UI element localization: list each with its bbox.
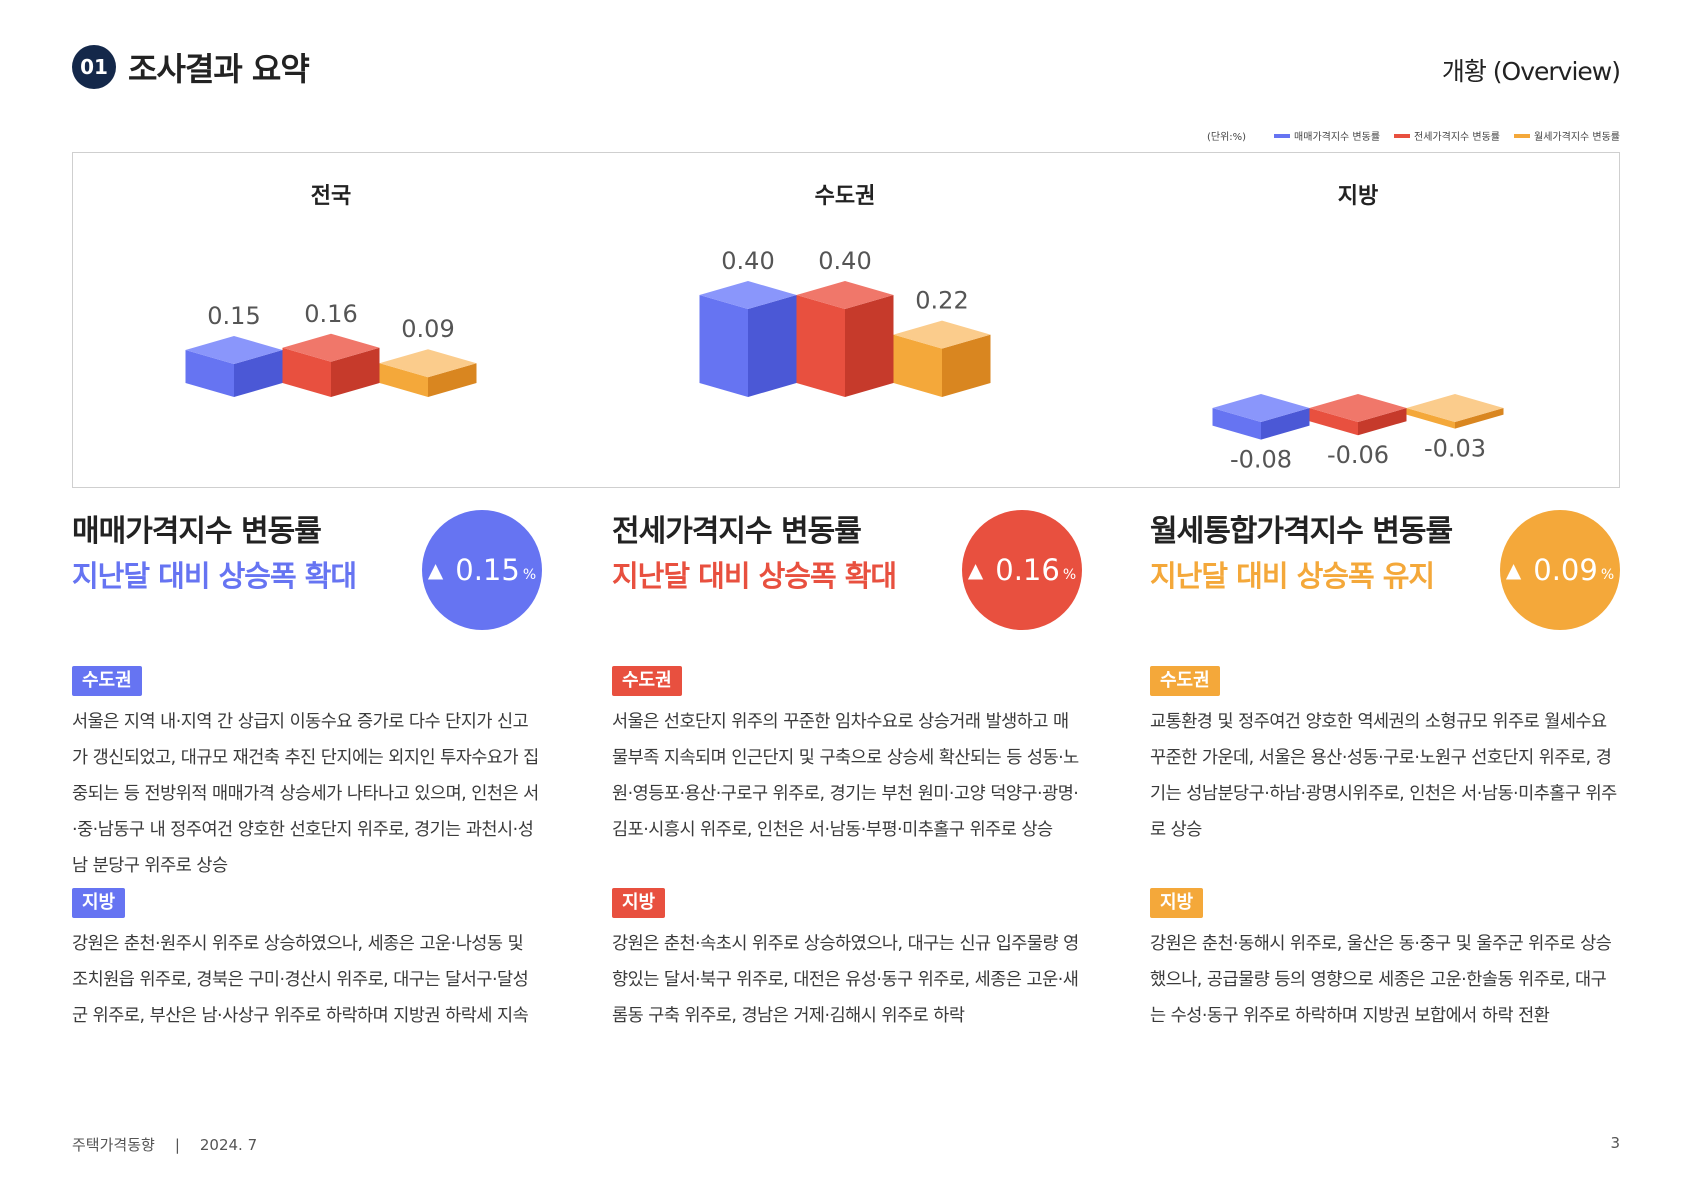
legend-unit: (단위:%) <box>1206 132 1247 143</box>
bar-front-face <box>1309 408 1358 436</box>
bubble-unit: % <box>1062 567 1077 583</box>
bar-top-face <box>379 349 477 378</box>
category-label: 전국 <box>311 184 351 209</box>
column-title: 월세통합가격지수 변동률 <box>1150 514 1453 549</box>
bubble-unit: % <box>1600 567 1615 583</box>
legend-swatch-jeonse <box>1394 133 1411 138</box>
bar-side-face <box>845 295 894 397</box>
section-title: 조사결과 요약 <box>128 50 310 88</box>
capital-tag: 수도권 <box>1150 666 1220 696</box>
column-title: 매매가격지수 변동률 <box>72 514 322 549</box>
capital-tag: 수도권 <box>612 666 682 696</box>
column-sale: 매매가격지수 변동률 지난달 대비 상승폭 확대 ▲ 0.15 % <box>72 510 542 630</box>
footer-publication: 주택가격동향 <box>72 1136 155 1154</box>
bar-front-face <box>1406 408 1455 429</box>
local-text: 강원은 춘천·동해시 위주로, 울산은 동·중구 및 울주군 위주로 상승했으나… <box>1150 934 1612 1026</box>
category-label: 수도권 <box>815 184 876 209</box>
capital-text: 서울은 선호단지 위주의 꾸준한 임차수요로 상승거래 발생하고 매물부족 지속… <box>612 712 1079 840</box>
bar-front-face <box>893 334 942 397</box>
bubble-value: 0.16 <box>995 553 1060 587</box>
category-label: 지방 <box>1338 184 1378 209</box>
bubble-value: 0.09 <box>1533 553 1598 587</box>
local-tag: 지방 <box>612 888 666 918</box>
legend-label-jeonse: 전세가격지수 변동률 <box>1414 132 1501 143</box>
column-subtitle: 지난달 대비 상승폭 확대 <box>72 559 357 593</box>
bar-side-face <box>1261 408 1310 440</box>
bar-front-face <box>796 295 845 397</box>
local-text: 강원은 춘천·원주시 위주로 상승하였으나, 세종은 고운·나성동 및 조치원읍… <box>72 934 529 1026</box>
legend-item-monthly: 월세가격지수 변동률 <box>1514 128 1620 143</box>
legend-label-sale: 매매가격지수 변동률 <box>1294 132 1381 143</box>
page-header: 01 조사결과 요약 <box>72 44 310 90</box>
chart-container: 전국 0.15 0.16 0.09 수도권 0.40 0.40 0.22 지방 -0.08 -0.0… <box>72 152 1620 488</box>
bubble-unit: % <box>522 567 537 583</box>
data-label: 0.16 <box>304 300 357 328</box>
bar-top-face <box>893 320 991 349</box>
footer-date: 2024. 7 <box>199 1136 258 1154</box>
column-subtitle: 지난달 대비 상승폭 확대 <box>612 559 897 593</box>
data-label: -0.06 <box>1327 441 1389 469</box>
footer-separator: | <box>174 1136 180 1154</box>
up-triangle-icon: ▲ <box>427 558 444 582</box>
overview-label: 개황 (Overview) <box>1441 57 1621 86</box>
data-label: 0.40 <box>818 247 871 275</box>
legend-label-monthly: 월세가격지수 변동률 <box>1534 132 1620 143</box>
bar-top-face <box>699 281 797 309</box>
local-tag: 지방 <box>72 888 126 918</box>
chart-legend: (단위:%) 매매가격지수 변동률 전세가격지수 변동률 월세가격지수 변동률 <box>1207 128 1620 143</box>
section-number-badge: 01 <box>72 45 116 89</box>
local-tag: 지방 <box>1150 888 1204 918</box>
data-label: 0.22 <box>915 287 968 315</box>
bar-chart: 전국 0.15 0.16 0.09 수도권 0.40 0.40 0.22 지방 -0.08 -0.0… <box>185 184 1504 474</box>
bar-front-face <box>699 295 748 397</box>
capital-text: 교통환경 및 정주여건 양호한 역세권의 소형규모 위주로 월세수요 꾸준한 가… <box>1150 712 1617 840</box>
bar-side-face <box>1455 408 1504 429</box>
data-label: -0.08 <box>1230 446 1292 474</box>
bar-side-face <box>331 347 380 397</box>
bar-top-face <box>1309 394 1407 422</box>
bubble-value: 0.15 <box>455 553 520 587</box>
bar-side-face <box>234 350 283 397</box>
bar-side-face <box>942 334 991 397</box>
legend-item-jeonse: 전세가격지수 변동률 <box>1394 128 1500 143</box>
bar-side-face <box>748 295 797 397</box>
column-jeonse: 전세가격지수 변동률 지난달 대비 상승폭 확대 ▲ 0.16 % <box>612 510 1082 630</box>
bar-top-face <box>1212 394 1310 422</box>
value-bubble: ▲ 0.16 % <box>962 510 1082 630</box>
data-label: -0.03 <box>1424 435 1486 463</box>
page-footer: 주택가격동향 | 2024. 7 <box>72 1134 257 1155</box>
bar-top-face <box>185 336 283 364</box>
bar-front-face <box>185 350 234 397</box>
value-bubble: ▲ 0.15 % <box>422 510 542 630</box>
data-label: 0.40 <box>721 247 774 275</box>
capital-text: 서울은 지역 내·지역 간 상급지 이동수요 증가로 다수 단지가 신고가 갱신… <box>72 712 539 876</box>
bar-side-face <box>428 363 477 397</box>
data-label: 0.09 <box>401 315 454 343</box>
bar-front-face <box>282 347 331 397</box>
legend-item-sale: 매매가격지수 변동률 <box>1274 128 1380 143</box>
bar-top-face <box>796 281 894 309</box>
value-bubble: ▲ 0.09 % <box>1500 510 1620 630</box>
local-text: 강원은 춘천·속초시 위주로 상승하였으나, 대구는 신규 입주물량 영향있는 … <box>612 934 1079 1026</box>
bar-side-face <box>1358 408 1407 436</box>
up-triangle-icon: ▲ <box>1505 558 1522 582</box>
column-monthly: 월세통합가격지수 변동률 지난달 대비 상승폭 유지 ▲ 0.09 % <box>1150 510 1620 630</box>
data-label: 0.15 <box>207 302 260 330</box>
bar-front-face <box>1212 408 1261 440</box>
column-subtitle: 지난달 대비 상승폭 유지 <box>1150 559 1435 593</box>
legend-swatch-monthly <box>1514 133 1531 138</box>
bar-front-face <box>379 363 428 397</box>
column-title: 전세가격지수 변동률 <box>612 514 862 549</box>
capital-tag: 수도권 <box>72 666 142 696</box>
bar-top-face <box>1406 394 1504 422</box>
up-triangle-icon: ▲ <box>967 558 984 582</box>
page-number: 3 <box>1610 1134 1620 1152</box>
legend-swatch-sale <box>1274 133 1291 138</box>
bar-top-face <box>282 333 380 362</box>
